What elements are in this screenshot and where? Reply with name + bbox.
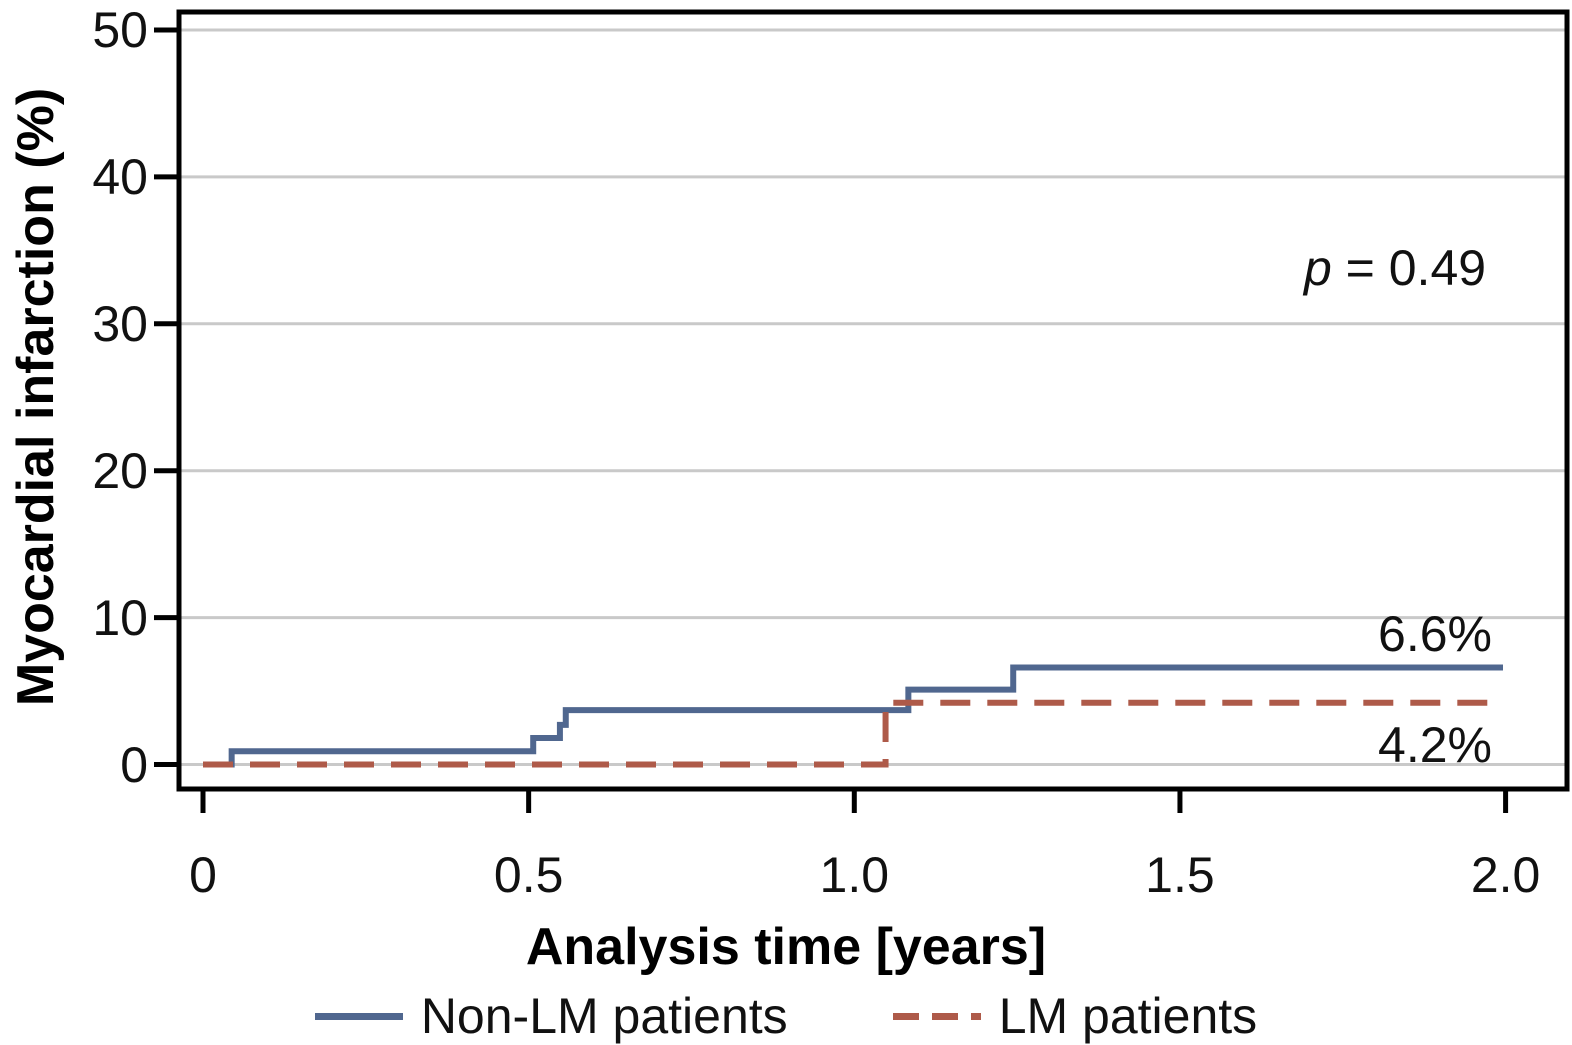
legend-label-lm: LM patients: [998, 988, 1258, 1044]
p-value-text: = 0.49: [1331, 240, 1487, 296]
x-tick-label: 2.0: [1470, 847, 1541, 903]
y-tick-label: 30: [92, 295, 148, 352]
y-tick-label: 10: [92, 589, 148, 646]
y-tick-label: 50: [92, 2, 148, 58]
x-tick-label: 1.0: [819, 847, 890, 903]
y-tick-label: 20: [92, 442, 148, 499]
legend-line-dashed-icon: [892, 1012, 981, 1020]
series-line-non-lm-patients: [203, 664, 1503, 768]
end-label-lm: 4.2%: [1378, 717, 1492, 773]
x-tick-label: 0: [189, 847, 217, 903]
legend-item-lm: LM patients: [892, 988, 1258, 1044]
x-tick-label: 0.5: [493, 847, 564, 903]
y-tick-label: 40: [92, 148, 148, 205]
series-line-lm-patients: [203, 699, 1503, 768]
legend-item-non-lm: Non-LM patients: [314, 988, 788, 1044]
x-tick-label: 1.5: [1145, 847, 1215, 903]
legend-label-non-lm: Non-LM patients: [420, 988, 788, 1044]
p-value-annotation: p = 0.49: [1304, 239, 1486, 297]
p-value-symbol: p: [1303, 240, 1332, 296]
plot-frame: [176, 9, 1570, 792]
x-axis-title: Analysis time [years]: [525, 918, 1047, 976]
legend: Non-LM patients LM patients: [0, 988, 1572, 1044]
end-label-non-lm: 6.6%: [1378, 606, 1492, 662]
y-tick-label: 0: [120, 736, 148, 793]
legend-line-solid-icon: [314, 1012, 403, 1020]
